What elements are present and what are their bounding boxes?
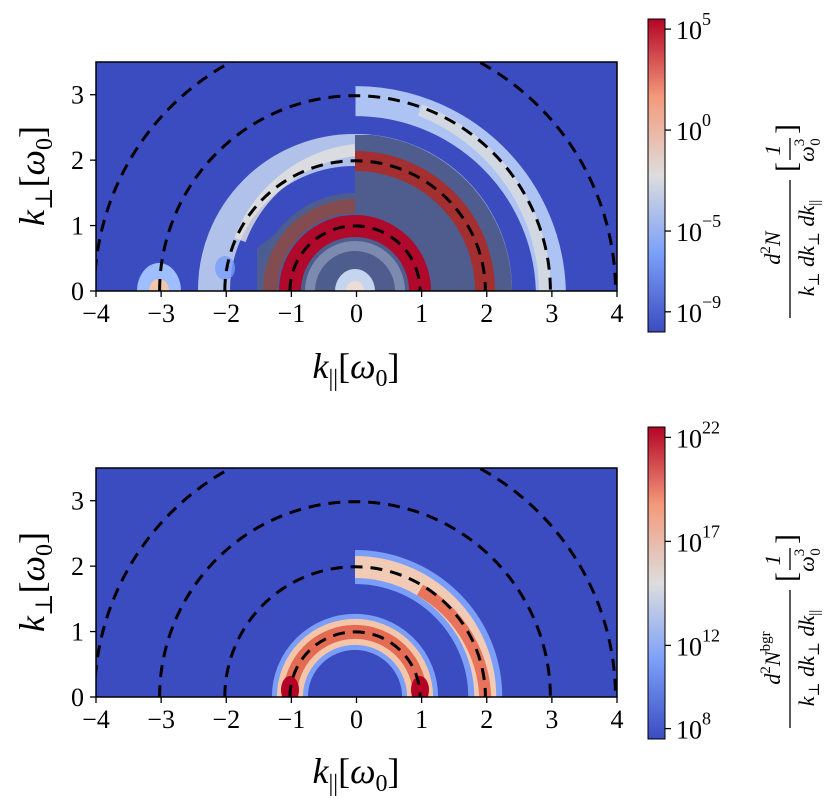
x-tick-label: 2	[480, 299, 493, 328]
heatmap-top	[96, 62, 617, 291]
dashed-circles-top	[96, 62, 617, 291]
x-tick-label: −1	[278, 705, 306, 734]
dashed-circle-r2	[223, 159, 487, 291]
y-tick-label: 2	[71, 146, 84, 175]
svg-text:[: [	[770, 572, 803, 582]
dashed-circle-r2-bottom	[223, 565, 487, 697]
x-tick-label: 4	[611, 705, 624, 734]
dashed-circle-r1-bottom	[288, 630, 422, 697]
colorbar-ticks-top: 105 100 10−5 10−9	[665, 9, 721, 328]
svg-text:]: ]	[770, 124, 803, 134]
colorbar-tick-label: 105	[676, 9, 711, 45]
center-spot	[335, 269, 375, 291]
y-tick-label: 3	[71, 487, 84, 516]
y-tick-label: 0	[71, 683, 84, 712]
ticks-bottom: −4 −3 −2 −1 0 1 2 3 4 0 1 2 3	[71, 487, 624, 734]
center-spot-core	[346, 281, 364, 291]
svg-text:1: 1	[760, 145, 785, 156]
panel-bottom: −4 −3 −2 −1 0 1 2 3 4 0 1 2 3 k||[ω0] k⊥[ω0] 1022 101…	[12, 417, 824, 797]
svg-text:k⊥ dk⊥ dk||: k⊥ dk⊥ dk||	[794, 200, 823, 297]
colorbar-tick-label: 10−5	[676, 211, 721, 247]
x-tick-label: 3	[545, 299, 558, 328]
x-tick-label: 0	[350, 299, 363, 328]
dashed-circle-r4	[96, 62, 617, 291]
dashed-circle-r1	[288, 224, 422, 291]
ring1-bottom-peak-right	[411, 676, 429, 697]
ring-r3-right-core	[417, 104, 551, 291]
x-tick-label: −1	[278, 299, 306, 328]
svg-text:d2Nbgr: d2Nbgr	[758, 631, 785, 684]
colorbar-tick-label: 1012	[676, 625, 720, 661]
x-tick-label: 0	[350, 705, 363, 734]
svg-text:ω30: ω30	[792, 548, 824, 572]
svg-text:]: ]	[770, 534, 803, 544]
svg-text:[: [	[770, 162, 803, 172]
x-tick-label: 4	[611, 299, 624, 328]
colorbar-top	[647, 18, 666, 333]
y-tick-label: 3	[71, 81, 84, 110]
colorbar-ticks-bottom: 1022 1017 1012 108	[665, 417, 720, 745]
x-tick-label: −4	[82, 299, 110, 328]
y-tick-label: 0	[71, 277, 84, 306]
ring2-bottom-core	[416, 584, 492, 697]
colorbar-tick-label: 108	[676, 709, 711, 745]
dashed-circle-r3-bottom	[158, 500, 552, 697]
colorbar-tick-label: 10−9	[676, 292, 721, 328]
svg-text:1: 1	[760, 555, 785, 566]
spot-left	[137, 263, 181, 291]
y-tick-label: 1	[71, 212, 84, 241]
x-tick-label: −3	[147, 299, 175, 328]
colorbar-tick-label: 1017	[676, 521, 720, 557]
colorbar-label-top: d2N k⊥ dk⊥ dk|| [ 1 ω30 ]	[758, 124, 824, 318]
ticks-top: −4 −3 −2 −1 0 1 2 3 4 0 1 2 3	[71, 81, 624, 328]
svg-text:k⊥ dk⊥ dk||: k⊥ dk⊥ dk||	[794, 610, 823, 707]
x-tick-label: 2	[480, 705, 493, 734]
svg-text:d2N: d2N	[758, 230, 785, 265]
ring-r2-left	[263, 199, 356, 291]
x-tick-label: −2	[212, 299, 240, 328]
x-tick-label: 1	[415, 299, 428, 328]
colorbar-tick-label: 100	[676, 110, 711, 146]
spot-mid	[215, 256, 235, 280]
y-tick-label: 1	[71, 618, 84, 647]
dashed-circles-bottom	[96, 468, 617, 697]
y-tick-label: 2	[71, 552, 84, 581]
xlabel-bottom: k||[ω0]	[312, 751, 399, 797]
x-tick-label: 3	[545, 705, 558, 734]
xlabel-top: k||[ω0]	[312, 346, 399, 392]
colorbar-bottom	[647, 426, 666, 740]
dashed-circle-r3	[158, 94, 552, 291]
ylabel-bottom: k⊥[ω0]	[12, 532, 58, 632]
ring-r1-band	[305, 241, 405, 291]
x-tick-label: −3	[147, 705, 175, 734]
ring-r2-outer-core	[234, 144, 356, 243]
colorbar-label-bottom: d2Nbgr k⊥ dk⊥ dk|| [ 1 ω30 ]	[758, 534, 824, 728]
x-tick-label: 1	[415, 705, 428, 734]
ylabel-top: k⊥[ω0]	[12, 126, 58, 226]
heatmap-bottom	[96, 468, 617, 697]
colorbar-tick-label: 1022	[676, 417, 720, 453]
x-tick-label: −2	[212, 705, 240, 734]
x-tick-label: −4	[82, 705, 110, 734]
dashed-circle-r4-bottom	[96, 468, 617, 697]
svg-text:ω30: ω30	[792, 138, 824, 162]
